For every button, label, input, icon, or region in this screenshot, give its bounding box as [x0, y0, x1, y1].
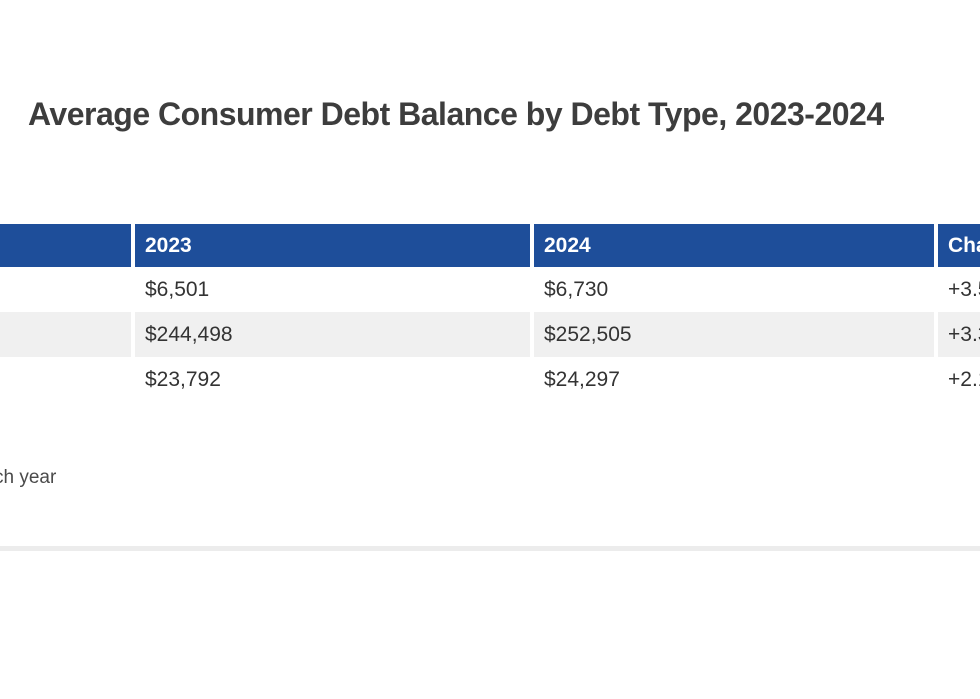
table-header-row: 2023 2024 Change — [0, 224, 980, 267]
header-cell-change: Change — [938, 224, 980, 267]
debt-balance-table: 2023 2024 Change $6,501 $6,730 +3.5 $244… — [0, 224, 980, 402]
table-row: $244,498 $252,505 +3.3 — [0, 312, 980, 357]
cell-debt-type — [0, 267, 135, 312]
cell-2024-value: $252,505 — [534, 312, 938, 357]
cell-change-value: +3.3 — [938, 312, 980, 357]
horizontal-divider — [0, 546, 980, 551]
cell-2023-value: $23,792 — [135, 357, 534, 402]
table-row: $6,501 $6,730 +3.5 — [0, 267, 980, 312]
header-cell-2024: 2024 — [534, 224, 938, 267]
cell-debt-type — [0, 357, 135, 402]
header-cell-2023: 2023 — [135, 224, 534, 267]
cell-debt-type — [0, 312, 135, 357]
cell-change-value: +3.5 — [938, 267, 980, 312]
cell-2024-value: $24,297 — [534, 357, 938, 402]
cell-2023-value: $6,501 — [135, 267, 534, 312]
table-title: Average Consumer Debt Balance by Debt Ty… — [28, 96, 884, 132]
table-row: $23,792 $24,297 +2.1 — [0, 357, 980, 402]
header-cell-debt-type — [0, 224, 135, 267]
source-note-fragment: ch year — [0, 467, 57, 488]
cell-change-value: +2.1 — [938, 357, 980, 402]
cell-2024-value: $6,730 — [534, 267, 938, 312]
cell-2023-value: $244,498 — [135, 312, 534, 357]
